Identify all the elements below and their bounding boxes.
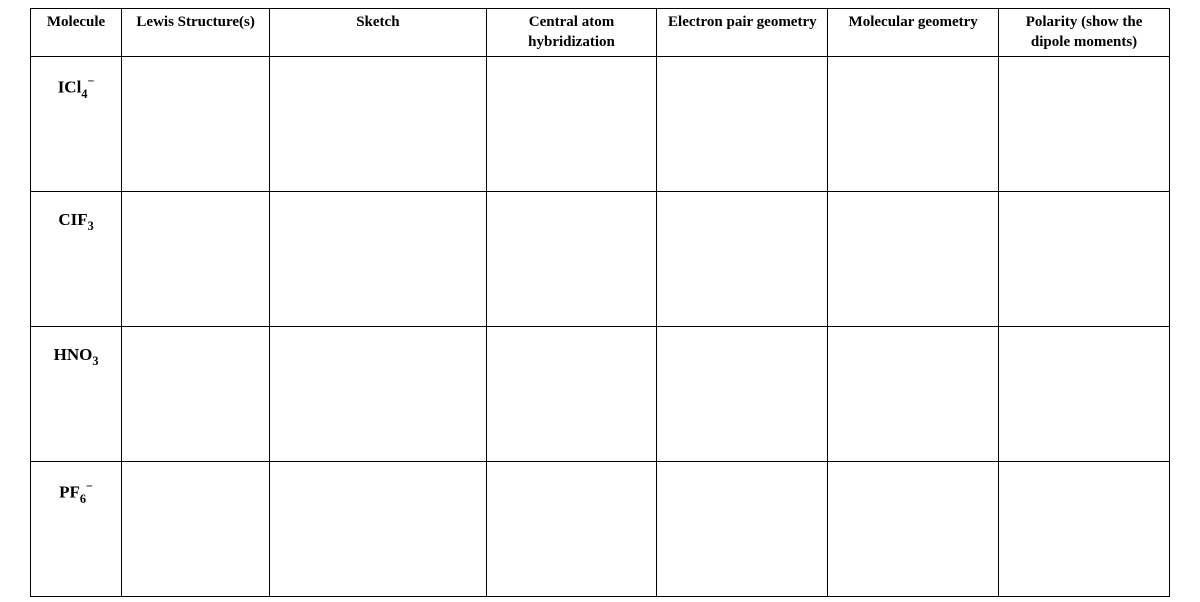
sketch-cell [270,462,486,597]
table-row: CIF3 [31,192,1170,327]
polarity-cell [999,462,1170,597]
table-row: ICl4− [31,57,1170,192]
sketch-cell [270,327,486,462]
polarity-cell [999,327,1170,462]
col-header-polarity: Polarity (show the dipole moments) [999,9,1170,57]
polarity-cell [999,57,1170,192]
molecule-cell: PF6− [31,462,122,597]
sketch-cell [270,57,486,192]
col-header-lewis: Lewis Structure(s) [122,9,270,57]
table-header-row: Molecule Lewis Structure(s) Sketch Centr… [31,9,1170,57]
col-header-epgeom: Electron pair geometry [657,9,828,57]
epgeom-cell [657,57,828,192]
table-row: PF6− [31,462,1170,597]
col-header-sketch: Sketch [270,9,486,57]
lewis-cell [122,192,270,327]
sketch-cell [270,192,486,327]
hybrid-cell [486,327,657,462]
hybrid-cell [486,462,657,597]
molgeom-cell [828,462,999,597]
molecule-cell: HNO3 [31,327,122,462]
molgeom-cell [828,327,999,462]
molecule-cell: CIF3 [31,192,122,327]
hybrid-cell [486,57,657,192]
lewis-cell [122,462,270,597]
col-header-molgeom: Molecular geometry [828,9,999,57]
epgeom-cell [657,462,828,597]
molgeom-cell [828,57,999,192]
molecule-geometry-table: Molecule Lewis Structure(s) Sketch Centr… [30,8,1170,597]
col-header-hybrid: Central atom hybridization [486,9,657,57]
molgeom-cell [828,192,999,327]
hybrid-cell [486,192,657,327]
molecule-cell: ICl4− [31,57,122,192]
lewis-cell [122,57,270,192]
epgeom-cell [657,192,828,327]
epgeom-cell [657,327,828,462]
col-header-molecule: Molecule [31,9,122,57]
lewis-cell [122,327,270,462]
table-row: HNO3 [31,327,1170,462]
polarity-cell [999,192,1170,327]
